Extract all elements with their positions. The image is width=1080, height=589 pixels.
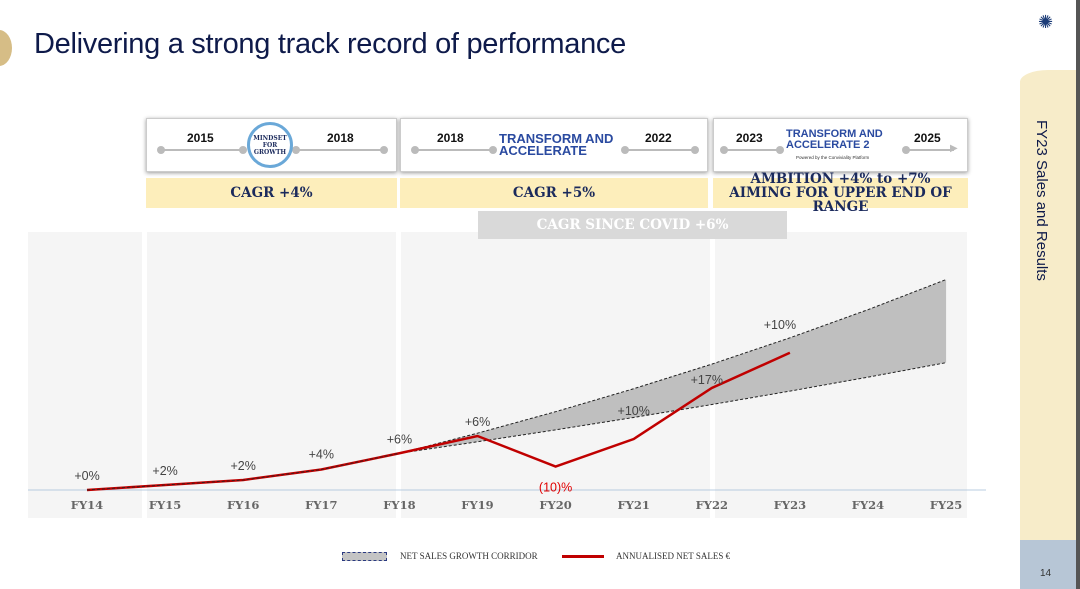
- program-end-year: 2022: [645, 131, 672, 145]
- chart-panel: [28, 232, 142, 518]
- section-label: FY23 Sales and Results: [1033, 120, 1050, 281]
- program-start-year: 2015: [187, 131, 214, 145]
- legend-sales-label: ANNUALISED NET SALES €: [616, 551, 731, 561]
- growth-corridor: [399, 279, 947, 454]
- x-tick-label: FY16: [227, 498, 259, 512]
- data-label: +2%: [231, 459, 256, 473]
- edge: [1076, 0, 1080, 589]
- corridor-upper-bound: [86, 279, 947, 491]
- decorative-dot: [0, 30, 12, 66]
- covid-cagr-banner: CAGR SINCE COVID +6%: [478, 211, 787, 239]
- program-box-3: ▶ 2023 2025 TRANSFORM AND ACCELERATE 2 P…: [713, 118, 968, 172]
- data-label: +0%: [74, 469, 99, 483]
- sidebar-footer: [1020, 540, 1076, 589]
- x-tick-label: FY18: [383, 498, 415, 512]
- data-label: (10)%: [539, 481, 572, 495]
- x-tick-label: FY14: [71, 498, 103, 512]
- program-end-year: 2018: [327, 131, 354, 145]
- transform-accelerate-2-logo: TRANSFORM AND ACCELERATE 2: [786, 128, 883, 151]
- chart-panel: [401, 232, 710, 518]
- data-label: +10%: [618, 404, 650, 418]
- cagr-banner-1: CAGR +4%: [146, 178, 397, 208]
- program-start-year: 2023: [736, 131, 763, 145]
- page-title: Delivering a strong track record of perf…: [34, 28, 626, 60]
- x-tick-label: FY15: [149, 498, 181, 512]
- x-tick-label: FY22: [696, 498, 728, 512]
- program-end-year: 2025: [914, 131, 941, 145]
- x-tick-label: FY21: [618, 498, 650, 512]
- chart-panel: [147, 232, 396, 518]
- data-label: +6%: [387, 432, 412, 446]
- data-label: +4%: [309, 448, 334, 462]
- x-tick-label: FY24: [852, 498, 884, 512]
- corridor-history-dash: [86, 452, 400, 491]
- program-box-2: 2018 2022 TRANSFORM AND ACCELERATE: [400, 118, 708, 172]
- sidebar: [1020, 70, 1076, 540]
- transform-accelerate-logo: TRANSFORM AND ACCELERATE: [499, 131, 614, 158]
- data-label: +10%: [764, 318, 796, 332]
- legend-corridor-swatch: [342, 552, 387, 561]
- legend-sales-swatch: [562, 555, 604, 558]
- logo-subtitle: Powered by the Conviviality Platform: [796, 155, 870, 160]
- cagr-banner-2: CAGR +5%: [400, 178, 708, 208]
- x-tick-label: FY25: [930, 498, 962, 512]
- program-box-1: 2015 2018 MINDSET FOR GROWTH: [146, 118, 397, 172]
- x-tick-label: FY19: [461, 498, 493, 512]
- legend-corridor-label: NET SALES GROWTH CORRIDOR: [400, 551, 538, 561]
- program-start-year: 2018: [437, 131, 464, 145]
- x-tick-label: FY23: [774, 498, 806, 512]
- data-label: +6%: [465, 415, 490, 429]
- sun-logo-icon: ✺: [1038, 12, 1054, 32]
- page-number: 14: [1040, 568, 1052, 579]
- mindset-for-growth-logo: MINDSET FOR GROWTH: [247, 122, 293, 168]
- x-tick-label: FY20: [539, 498, 571, 512]
- data-label: +17%: [691, 373, 723, 387]
- data-label: +2%: [152, 464, 177, 478]
- x-tick-label: FY17: [305, 498, 337, 512]
